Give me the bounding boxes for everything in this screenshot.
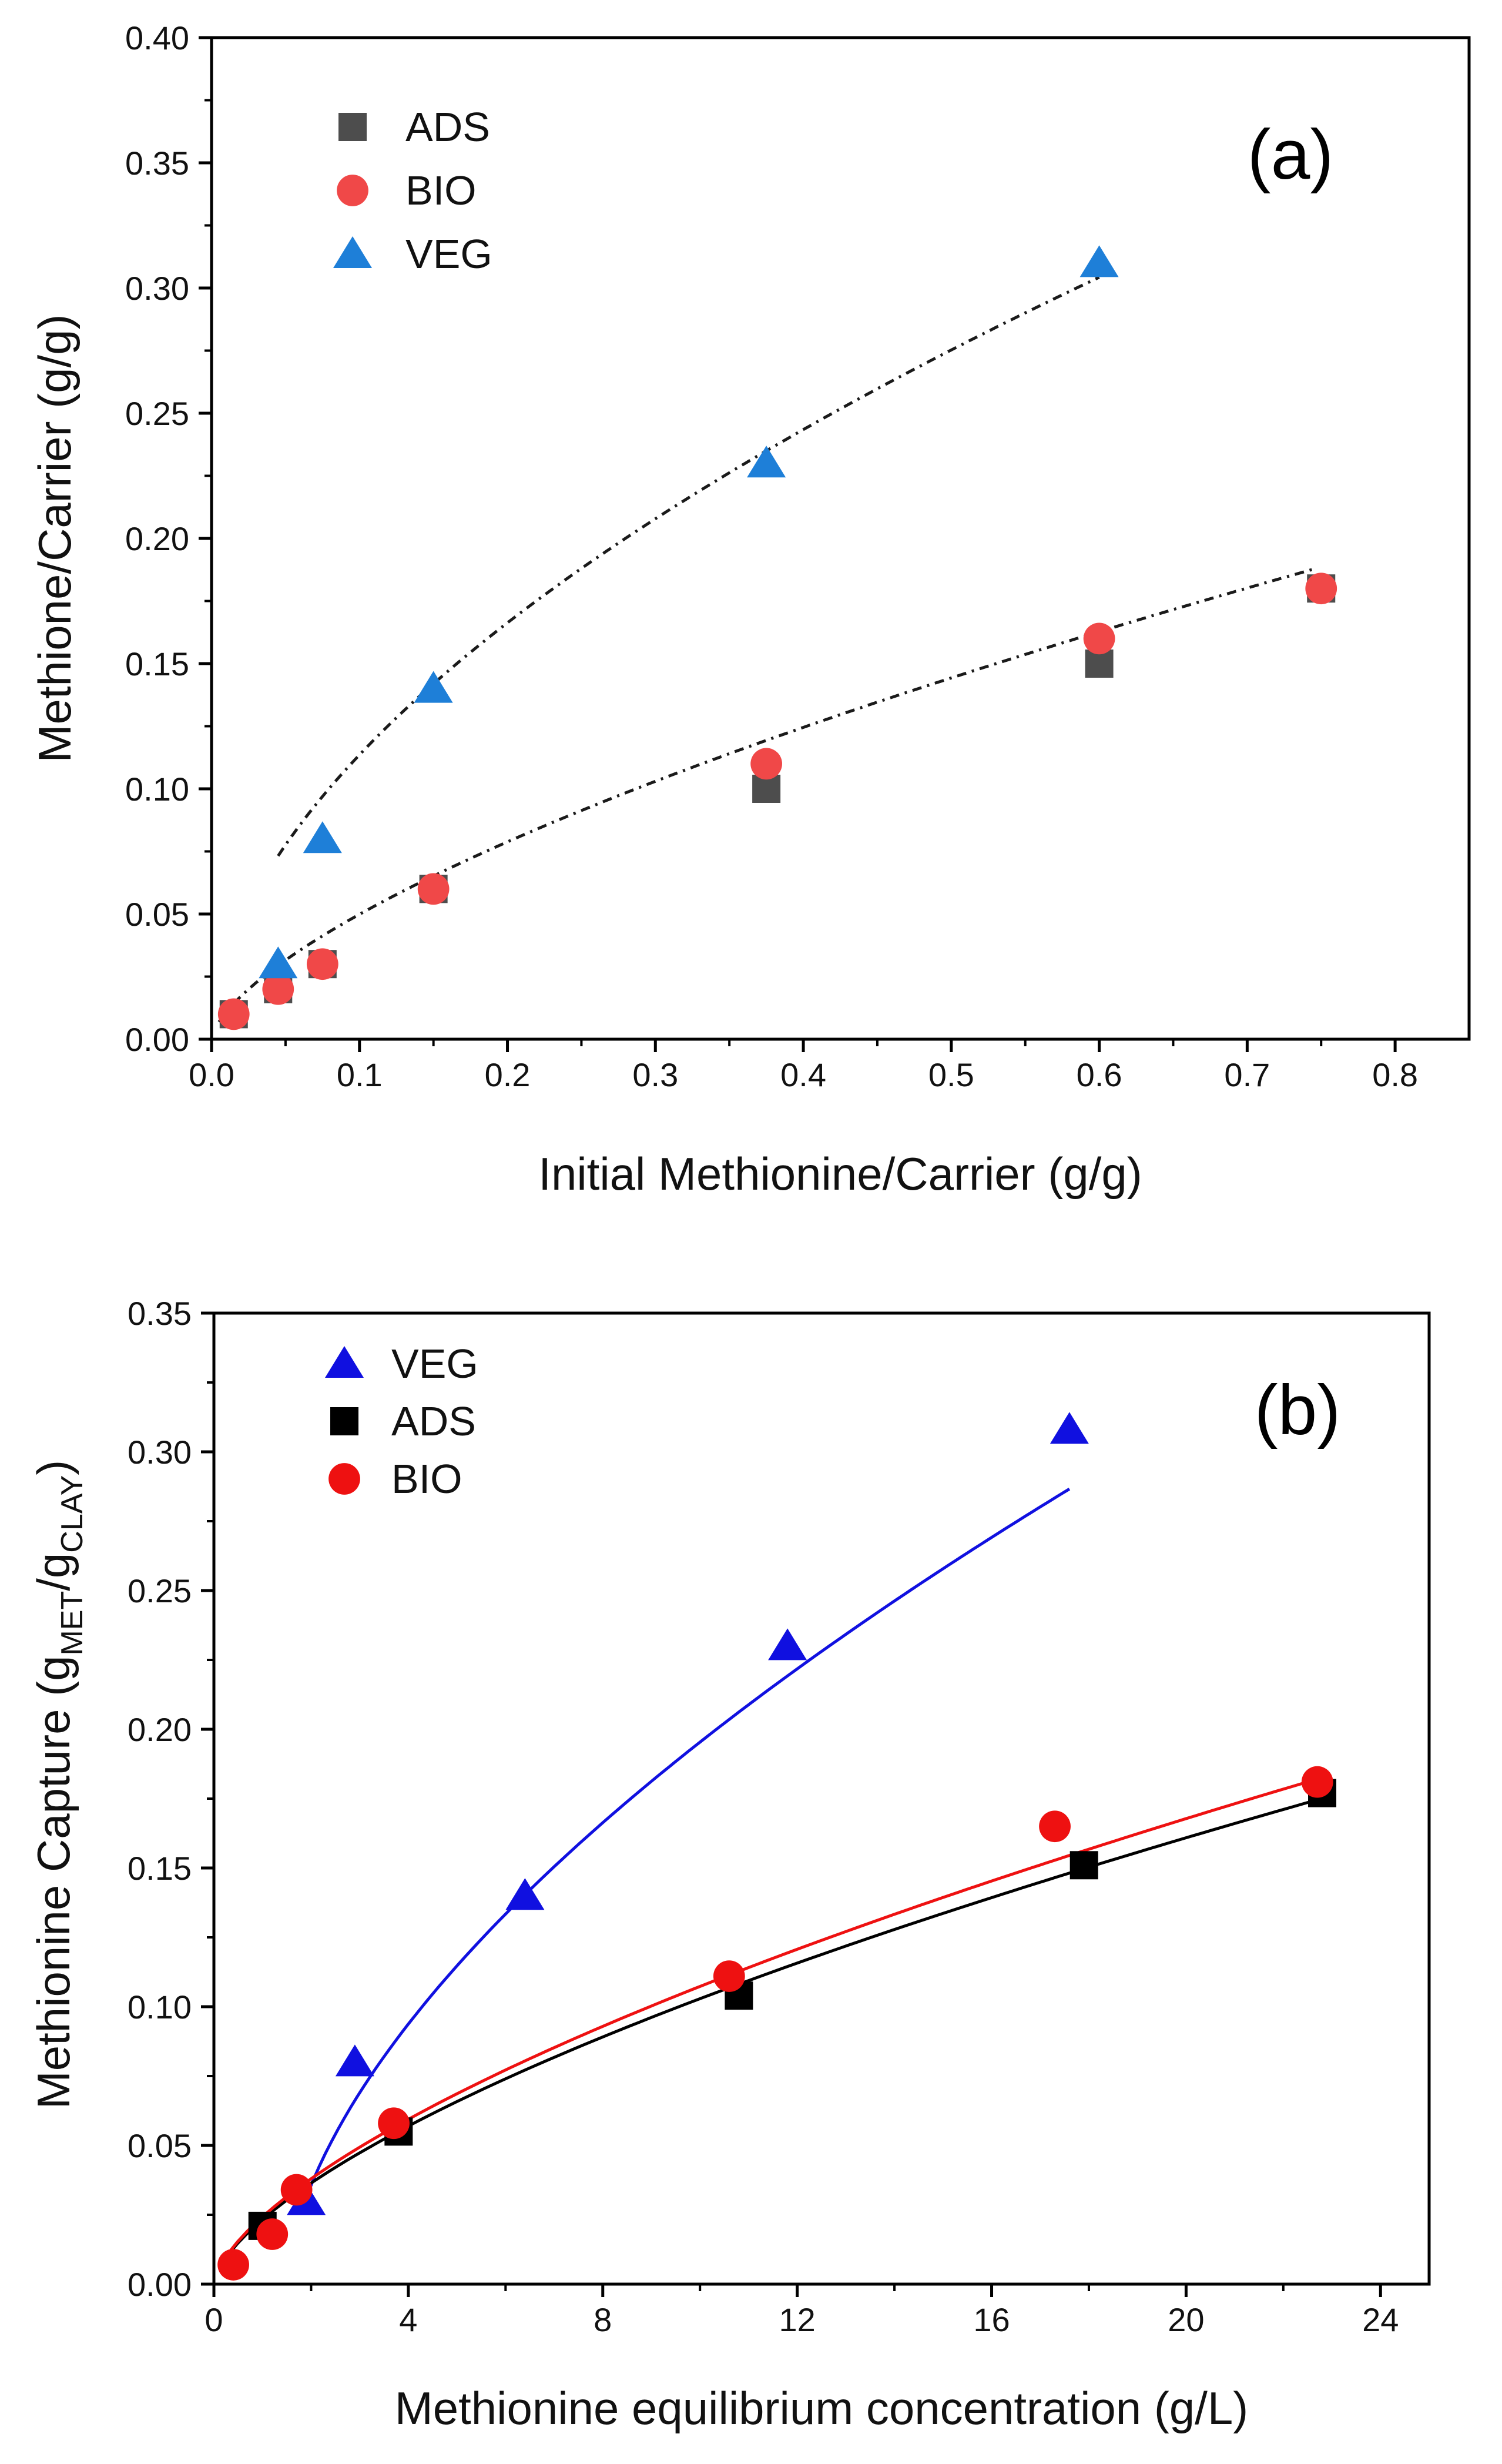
bio-data-point [378,2107,410,2140]
bio-data-point [217,2249,249,2281]
x-tick-label: 0 [204,2301,223,2338]
legend-marker-bio [337,175,368,206]
bio-data-point [280,2174,313,2206]
x-tick-label: 0.3 [632,1056,678,1093]
y-tick-label: 0.30 [125,270,189,307]
panel-b-y-axis-title: Methionine Capture (gMET/gCLAY) [28,1460,89,2110]
panel-b-legend: VEG ADS BIO [325,1341,478,1502]
legend-label-ads: ADS [405,104,490,150]
legend-marker-ads [338,113,367,141]
bio-data-point [306,948,338,980]
panel-a-y-axis-title: Methione/Carrier (g/g) [29,314,81,763]
panel-b-markers [217,1412,1337,2281]
bio-data-point [1083,622,1115,655]
panel-a-ticks: 0.0 0.1 0.2 0.3 0.4 0.5 0.6 0.7 0.8 0.00 0.05 0.10 0… [125,19,1418,1093]
panel-b-y-axis-title-mid: /g [28,1553,79,1591]
y-tick-label: 0.05 [128,2127,192,2164]
y-tick-label: 0.30 [128,1434,192,1471]
x-tick-label: 0.2 [485,1056,531,1093]
panel-b-y-axis-title-sub-clay: CLAY [55,1475,89,1553]
x-tick-label: 0.7 [1224,1056,1270,1093]
x-tick-label: 12 [779,2301,815,2338]
panel-b: 0 4 8 12 16 20 24 0.00 0.05 0.10 0.15 0.20 0.25 0.30 0… [28,1295,1431,2434]
panel-a-fit-lines [217,276,1315,1023]
veg-data-point [259,946,298,979]
panel-a-x-axis-title: Initial Methionine/Carrier (g/g) [538,1148,1142,1200]
panel-b-y-axis-title-end: ) [28,1460,79,1475]
veg-data-point [505,1878,545,1910]
veg-data-point [747,446,786,478]
y-tick-label: 0.10 [125,771,189,808]
veg-data-point [303,821,342,853]
y-tick-label: 0.15 [125,645,189,682]
x-tick-label: 0.6 [1077,1056,1122,1093]
veg-data-point [1079,245,1119,277]
veg-data-point [1050,1412,1089,1444]
legend-marker-veg [325,1346,364,1378]
legend-marker-bio [328,1463,360,1495]
y-tick-label: 0.10 [128,1988,192,2026]
veg-data-point [414,671,453,703]
y-tick-label: 0.40 [125,19,189,56]
legend-marker-veg [333,236,372,268]
y-tick-label: 0.05 [125,896,189,933]
fit-line [304,1488,1071,2198]
legend-label-ads: ADS [391,1398,476,1444]
y-tick-label: 0.20 [125,520,189,557]
panel-b-ticks: 0 4 8 12 16 20 24 0.00 0.05 0.10 0.15 0.20 0.25 0.30 0… [128,1295,1399,2338]
legend-label-veg: VEG [405,231,492,277]
panel-b-y-axis-title-sub-met: MET [55,1591,89,1656]
x-tick-label: 0.1 [337,1056,383,1093]
bio-data-point [1039,1810,1071,1843]
y-tick-label: 0.15 [128,1850,192,1887]
panel-a-markers [217,245,1337,1030]
x-tick-label: 4 [399,2301,417,2338]
y-tick-label: 0.00 [125,1021,189,1058]
x-tick-label: 16 [973,2301,1010,2338]
legend-label-veg: VEG [391,1341,478,1387]
fit-line [277,276,1100,857]
x-tick-label: 0.8 [1372,1056,1418,1093]
bio-data-point [256,2218,289,2250]
y-tick-label: 0.00 [128,2266,192,2303]
x-tick-label: 0.4 [780,1056,826,1093]
x-tick-label: 0.5 [928,1056,974,1093]
bio-data-point [217,998,250,1030]
x-tick-label: 24 [1362,2301,1399,2338]
legend-label-bio: BIO [391,1456,462,1502]
y-tick-label: 0.25 [125,395,189,432]
legend-marker-ads [330,1407,358,1435]
bio-data-point [713,1960,745,1992]
bio-data-point [417,873,450,905]
panel-a: 0.0 0.1 0.2 0.3 0.4 0.5 0.6 0.7 0.8 0.00 0.05 0.10 0… [29,19,1471,1200]
panel-b-label: (b) [1255,1371,1341,1449]
ads-data-point [1069,1851,1098,1880]
panel-b-y-axis-title-main: Methionine Capture (g [28,1656,79,2110]
veg-data-point [335,2044,374,2077]
bio-data-point [262,973,294,1005]
panel-a-legend: ADS BIO VEG [333,104,492,277]
panel-a-label: (a) [1248,115,1334,194]
y-tick-label: 0.35 [128,1295,192,1332]
y-tick-label: 0.25 [128,1572,192,1609]
x-tick-label: 0.0 [189,1056,234,1093]
bio-data-point [1301,1766,1333,1798]
y-tick-label: 0.20 [128,1711,192,1748]
bio-data-point [1305,573,1337,605]
legend-label-bio: BIO [405,168,477,213]
veg-data-point [768,1628,807,1660]
panel-b-x-axis-title: Methionine equilibrium concentration (g/… [395,2382,1248,2434]
x-tick-label: 20 [1168,2301,1204,2338]
x-tick-label: 8 [594,2301,612,2338]
bio-data-point [750,748,782,780]
y-tick-label: 0.35 [125,145,189,182]
